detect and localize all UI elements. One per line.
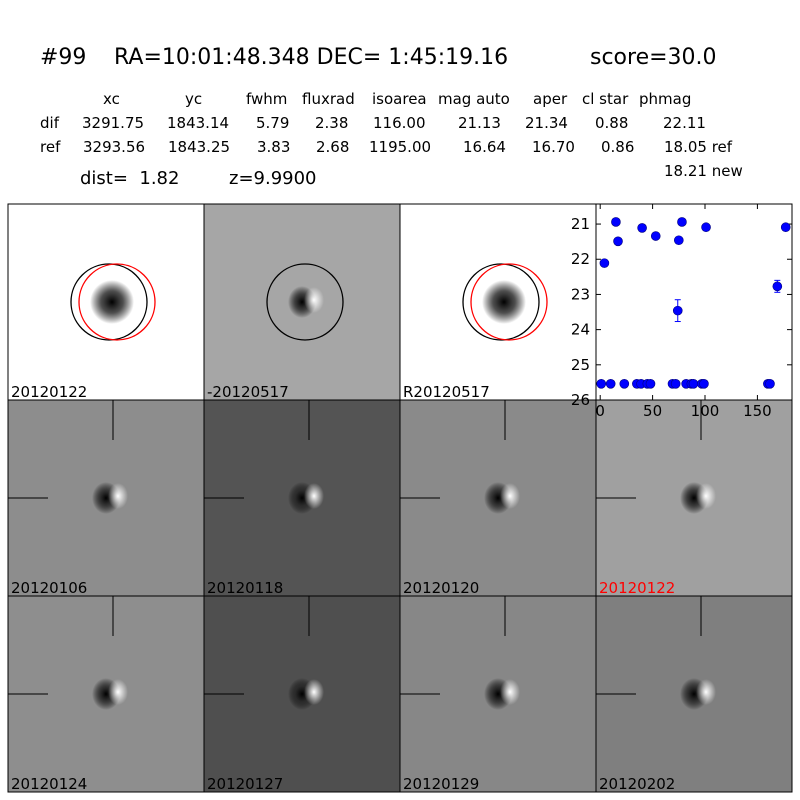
table-cell: 1843.14 [167, 114, 229, 132]
x-tick-label: 100 [691, 402, 720, 420]
dipole-bright [108, 679, 128, 705]
dipole-bright [304, 287, 324, 313]
table-cell: 16.64 [463, 138, 506, 156]
table-cell: 0.88 [595, 114, 628, 132]
table-cell: 21.13 [458, 114, 501, 132]
dipole-bright [304, 679, 324, 705]
point [637, 223, 647, 233]
table-cell: 0.86 [601, 138, 634, 156]
point [670, 379, 681, 389]
table-cell: 2.68 [316, 138, 349, 156]
column-header: phmag [639, 90, 691, 108]
aperture [266, 263, 344, 341]
table-cell: 1843.25 [168, 138, 230, 156]
point [599, 258, 610, 268]
stamp-label: 20120127 [207, 775, 283, 793]
column-header: isoarea [372, 90, 427, 108]
table-cell: 18.05 ref [664, 138, 733, 156]
point [596, 379, 607, 389]
table-cell: dif [40, 114, 60, 132]
table-cell: 16.70 [532, 138, 575, 156]
stamp-label: -20120517 [207, 383, 289, 401]
point [688, 379, 699, 389]
y-tick-label: 26 [571, 391, 590, 409]
aperture [462, 263, 540, 341]
column-header: cl star [582, 90, 629, 108]
column-header: yc [185, 90, 202, 108]
aperture-ref [78, 263, 156, 341]
table-cell: 5.79 [256, 114, 289, 132]
dist: dist= 1.82 [80, 168, 179, 189]
y-tick-label: 25 [571, 356, 590, 374]
point [701, 222, 711, 233]
y-tick-label: 24 [571, 321, 590, 339]
point [677, 217, 687, 227]
z: z=9.9900 [229, 168, 317, 189]
point [611, 217, 621, 227]
dipole-bright [500, 483, 520, 509]
table-cell: 3291.75 [82, 114, 144, 132]
x-tick-label: 0 [595, 402, 605, 420]
candidate-id: #99 [40, 45, 86, 70]
stamp-label: 20120122 [11, 383, 87, 401]
dipole-bright [696, 483, 716, 509]
point [765, 379, 775, 389]
phmag-new: 18.21 new [664, 162, 743, 180]
point [605, 379, 616, 389]
column-header: fluxrad [302, 90, 355, 108]
dipole-bright [500, 679, 520, 705]
score: score=30.0 [590, 45, 717, 70]
table-cell: 3.83 [257, 138, 290, 156]
point [772, 281, 783, 292]
stamp-label: 20120120 [403, 579, 479, 597]
source-blob [482, 280, 526, 324]
table-cell: 3293.56 [83, 138, 145, 156]
dipole-bright [696, 679, 716, 705]
stamp-label: 20120124 [11, 775, 87, 793]
table-cell: 116.00 [373, 114, 426, 132]
dipole-bright [304, 483, 324, 509]
point [699, 379, 709, 389]
coordinates: RA=10:01:48.348 DEC= 1:45:19.16 [114, 45, 508, 70]
table-cell: 21.34 [525, 114, 568, 132]
stamp-label: 20120118 [207, 579, 283, 597]
dipole-bright [108, 483, 128, 509]
table-cell: ref [40, 138, 61, 156]
column-header: xc [103, 90, 120, 108]
stamp-label: 20120129 [403, 775, 479, 793]
point [650, 231, 661, 241]
source-blob [90, 280, 134, 324]
point [619, 379, 630, 389]
aperture-ref [470, 263, 548, 341]
column-header: mag auto [438, 90, 510, 108]
y-tick-label: 22 [571, 250, 590, 268]
aperture [70, 263, 148, 341]
stamp-label: R20120517 [403, 383, 490, 401]
point [672, 305, 683, 316]
table-cell: 22.11 [663, 114, 706, 132]
point [613, 236, 623, 247]
x-tick-label: 150 [743, 402, 772, 420]
table-cell: 1195.00 [369, 138, 431, 156]
stamp-label: 20120122 [599, 579, 675, 597]
y-tick-label: 23 [571, 285, 590, 303]
point [674, 235, 684, 246]
column-header: aper [533, 90, 568, 108]
y-tick-label: 21 [571, 215, 590, 233]
x-tick-label: 50 [643, 402, 662, 420]
stamp-label: 20120106 [11, 579, 87, 597]
column-header: fwhm [246, 90, 287, 108]
table-cell: 2.38 [315, 114, 348, 132]
plot-area [595, 203, 793, 401]
point [780, 222, 791, 233]
stamp-label: 20120202 [599, 775, 675, 793]
point [645, 379, 656, 389]
